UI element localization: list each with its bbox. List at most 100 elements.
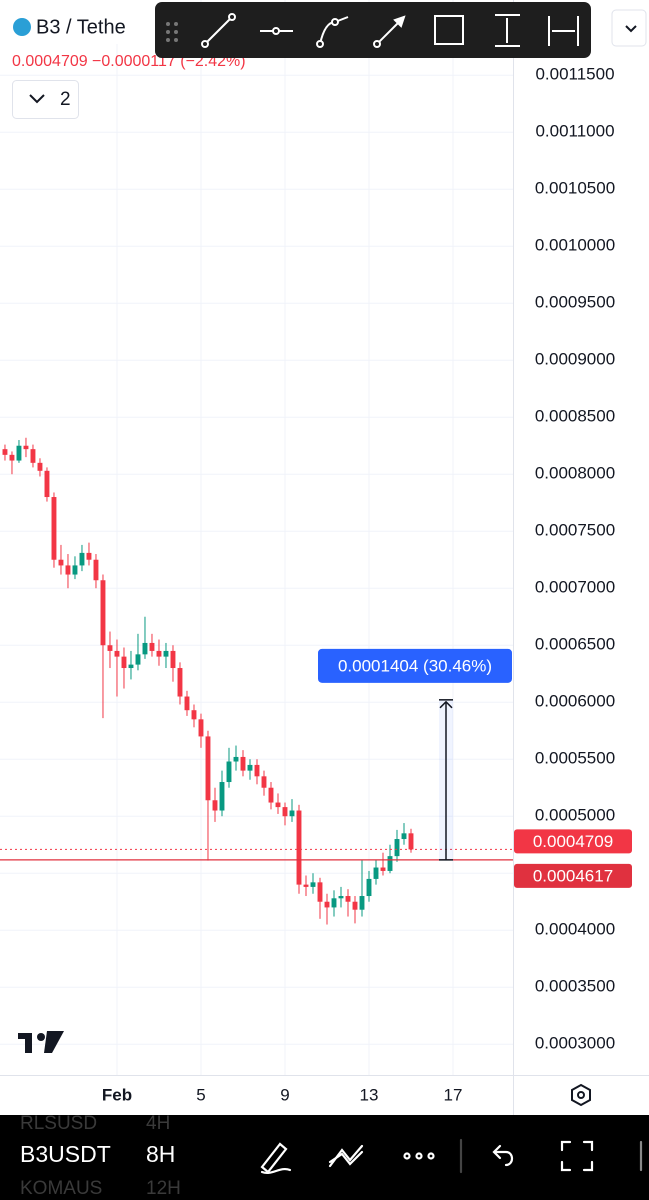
price-range-tool[interactable] bbox=[495, 14, 520, 47]
symbol-icon bbox=[13, 18, 31, 36]
candle-body bbox=[303, 884, 309, 887]
candle-body bbox=[142, 642, 148, 655]
grid bbox=[0, 0, 513, 1075]
candle-body bbox=[114, 650, 120, 657]
settings-button[interactable] bbox=[571, 1083, 591, 1107]
candle-body bbox=[184, 696, 190, 711]
rectangle-tool[interactable] bbox=[434, 15, 464, 45]
y-tick-label: 0.0006000 bbox=[535, 692, 615, 711]
candle-body bbox=[219, 782, 225, 811]
y-tick-label: 0.0011000 bbox=[535, 122, 614, 141]
measure-label: 0.0001404 (30.46%) bbox=[338, 656, 492, 675]
candle-body bbox=[380, 867, 386, 871]
candle-body bbox=[233, 756, 239, 762]
y-tick-label: 0.0003500 bbox=[535, 977, 615, 996]
y-tick-label: 0.0010000 bbox=[535, 236, 615, 255]
y-tick-label: 0.0005000 bbox=[535, 806, 615, 825]
symbol-name[interactable]: B3USDT bbox=[20, 1141, 111, 1167]
plot: 0.0001404 (30.46%) bbox=[0, 437, 513, 925]
candle-body bbox=[324, 901, 330, 908]
candle-body bbox=[345, 896, 351, 902]
candle-body bbox=[93, 559, 99, 581]
candle-body bbox=[401, 833, 407, 840]
y-tick-label: 0.0008000 bbox=[535, 464, 615, 483]
y-tick-label: 0.0007500 bbox=[535, 521, 615, 540]
price-label-bg bbox=[514, 829, 632, 854]
symbol-name[interactable]: KOMAUS bbox=[20, 1178, 102, 1199]
candle-body bbox=[317, 882, 323, 902]
x-tick-label: 13 bbox=[360, 1085, 379, 1104]
measure-label-bg bbox=[318, 648, 512, 683]
trend-line-tool[interactable] bbox=[201, 13, 236, 48]
horizontal-line-tool[interactable] bbox=[260, 27, 293, 35]
candle-body bbox=[331, 898, 337, 908]
candle-body bbox=[205, 736, 211, 801]
candle-body bbox=[289, 810, 295, 817]
candle-body bbox=[247, 764, 253, 771]
candle-body bbox=[212, 800, 218, 811]
symbol-name[interactable]: RLSUSD bbox=[20, 1113, 97, 1134]
candle-body bbox=[275, 802, 281, 808]
candle-body bbox=[408, 833, 414, 850]
candle-body bbox=[338, 896, 344, 899]
candle-body bbox=[352, 901, 358, 910]
price-label: 0.0004617 bbox=[533, 866, 613, 885]
fullscreen-button[interactable] bbox=[560, 1140, 594, 1172]
candle-body bbox=[163, 650, 169, 657]
candle-body bbox=[282, 807, 288, 817]
symbol-interval[interactable]: 8H bbox=[146, 1141, 175, 1167]
candle-body bbox=[65, 565, 71, 575]
candle-body bbox=[30, 449, 36, 463]
symbol-interval[interactable]: 12H bbox=[146, 1178, 181, 1199]
candle-body bbox=[51, 497, 57, 560]
x-tick-label: Feb bbox=[102, 1085, 132, 1104]
indicator-count: 2 bbox=[60, 89, 71, 110]
y-tick-label: 0.0003000 bbox=[535, 1034, 615, 1053]
candle-body bbox=[107, 645, 113, 651]
indicators-trend-button[interactable] bbox=[328, 1144, 364, 1168]
candle-body bbox=[254, 764, 260, 777]
candle-body bbox=[394, 839, 400, 857]
candle-body bbox=[9, 454, 15, 461]
y-tick-label: 0.0011500 bbox=[535, 65, 614, 84]
candle-body bbox=[100, 580, 106, 646]
candle-body bbox=[79, 552, 85, 566]
more-button[interactable] bbox=[403, 1152, 435, 1160]
candle-body bbox=[135, 654, 141, 665]
candle-body bbox=[58, 559, 64, 566]
y-tick-label: 0.0004000 bbox=[535, 920, 615, 939]
chevron bbox=[29, 94, 45, 104]
candle-body bbox=[86, 552, 92, 560]
symbol-tabs: RLSUSD 4H B3USDT 8H KOMAUS 12H bbox=[20, 1113, 181, 1199]
candle-body bbox=[387, 856, 393, 871]
candle-body bbox=[240, 756, 246, 771]
candle-body bbox=[128, 664, 134, 669]
symbol-interval[interactable]: 4H bbox=[146, 1113, 170, 1134]
arrow-tool[interactable] bbox=[373, 15, 406, 48]
candle-body bbox=[121, 656, 127, 669]
y-tick-label: 0.0009500 bbox=[535, 293, 615, 312]
drawing-toolbar bbox=[155, 2, 591, 58]
symbol[interactable]: B3 / Tethe bbox=[36, 16, 126, 38]
candle-body bbox=[268, 787, 274, 803]
candle-body bbox=[156, 650, 162, 657]
y-tick-label: 0.0006500 bbox=[535, 635, 615, 654]
candle-body bbox=[37, 462, 43, 471]
price: 0.0004709 bbox=[12, 53, 88, 70]
candle-body bbox=[310, 882, 316, 887]
bottom-bar bbox=[0, 1115, 649, 1200]
candle-body bbox=[198, 719, 204, 737]
candle-body bbox=[23, 445, 29, 450]
y-tick-label: 0.0008500 bbox=[535, 407, 615, 426]
x-tick-label: 17 bbox=[444, 1085, 463, 1104]
measure-arrow bbox=[439, 700, 453, 709]
draw-button[interactable] bbox=[260, 1142, 292, 1174]
date-range-tool[interactable] bbox=[548, 16, 579, 46]
axes: 0.00030000.00035000.00040000.00045000.00… bbox=[102, 65, 632, 1104]
indicators-button[interactable] bbox=[12, 80, 79, 119]
candle-body bbox=[44, 470, 50, 498]
undo-button[interactable] bbox=[492, 1144, 514, 1167]
path-tool[interactable] bbox=[316, 16, 349, 48]
